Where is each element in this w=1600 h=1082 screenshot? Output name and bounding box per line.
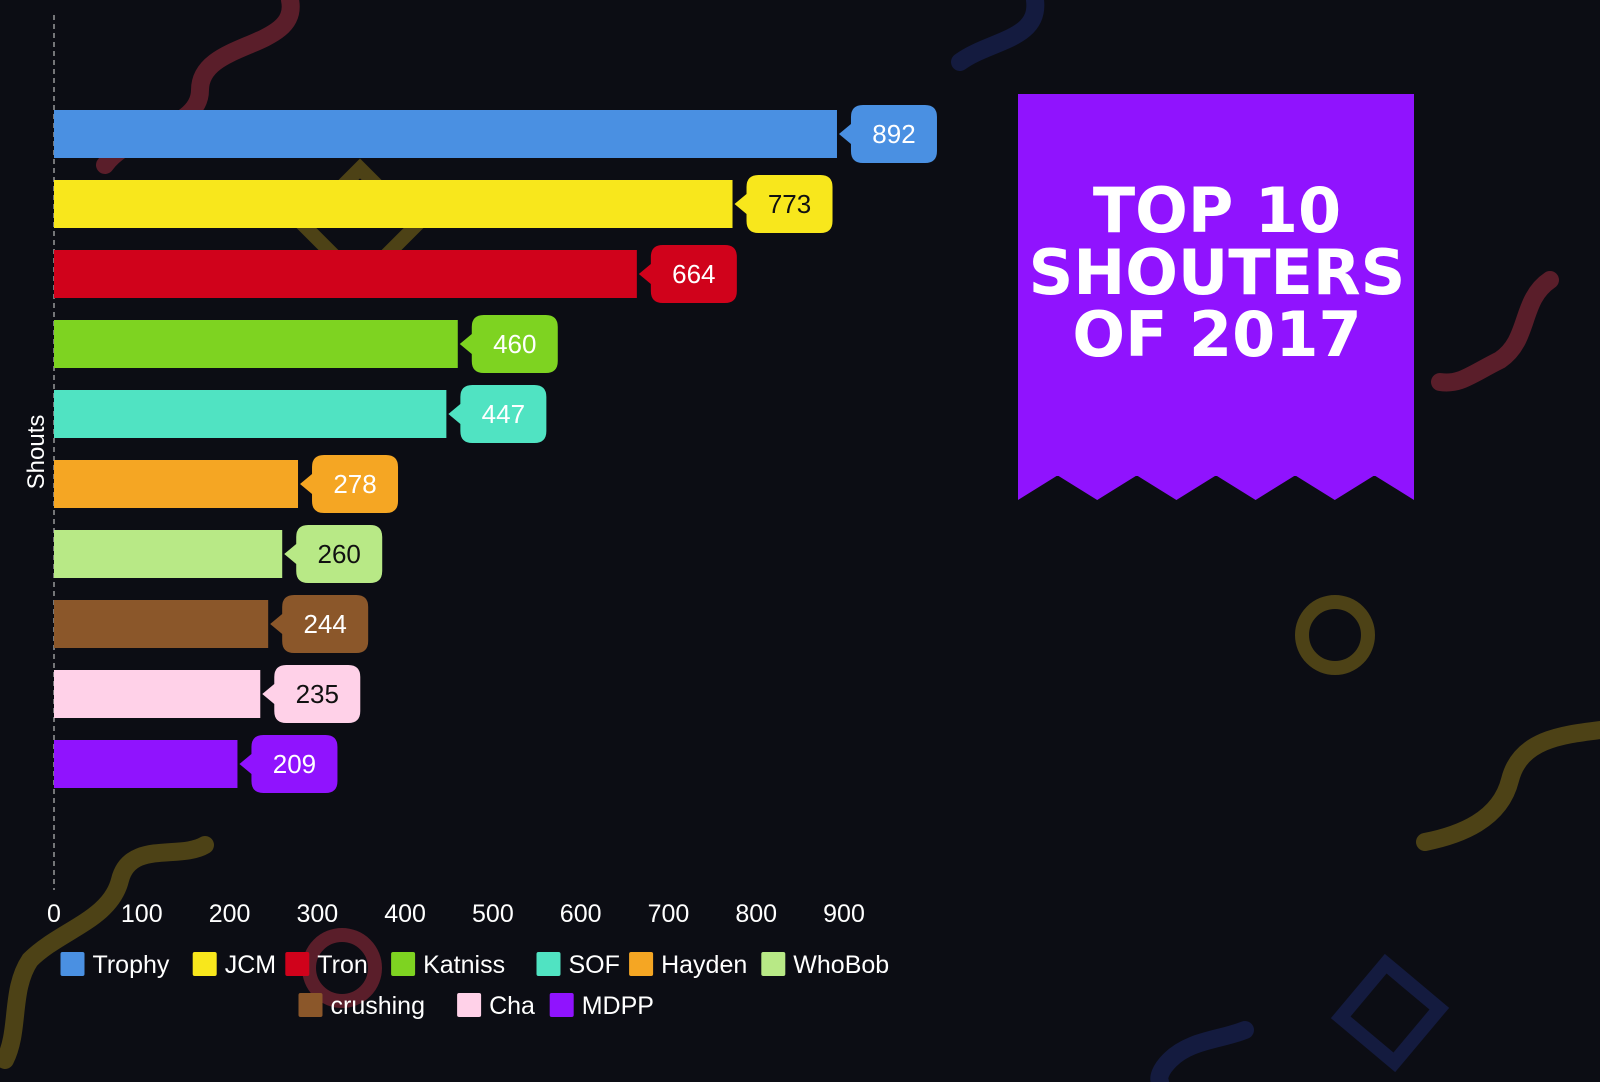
- legend-label-crushing: crushing: [331, 992, 426, 1020]
- bar-sof: [54, 390, 447, 438]
- value-label-tron: 664: [672, 259, 715, 289]
- value-callout-hayden: [300, 455, 399, 513]
- legend-swatch-katniss: [391, 952, 416, 976]
- value-callout-whobob: [284, 525, 383, 583]
- bar-katniss: [54, 320, 458, 368]
- x-tick-label: 200: [209, 900, 251, 928]
- y-axis-label: Shouts: [23, 415, 50, 490]
- value-callout-trophy: [838, 105, 937, 163]
- decoration-diamond: [1330, 953, 1450, 1073]
- value-callout-mdpp: [239, 735, 338, 793]
- legend-swatch-trophy: [60, 952, 85, 976]
- decoration-squiggle: [951, 0, 1045, 71]
- legend-label-katniss: Katniss: [423, 951, 505, 979]
- decoration-squiggle: [1416, 721, 1600, 851]
- value-label-trophy: 892: [872, 119, 915, 149]
- x-tick-labels: 0 100 200 300 400 500 600 700 800 900: [47, 900, 865, 928]
- legend-label-trophy: Trophy: [93, 951, 170, 979]
- x-tick-label: 700: [648, 900, 690, 928]
- legend-label-tron: Tron: [317, 951, 367, 979]
- value-label-whobob: 260: [318, 539, 361, 569]
- chart-title-line-1: TOP 10: [1093, 174, 1341, 247]
- bar-mdpp: [54, 740, 238, 788]
- x-tick-label: 100: [121, 900, 163, 928]
- chart-title-line-2: SHOUTERS: [1029, 236, 1406, 309]
- bar-tron: [54, 250, 637, 298]
- legend-swatch-tron: [285, 952, 310, 976]
- legend-label-mdpp: MDPP: [582, 992, 654, 1020]
- legend-label-cha: Cha: [489, 992, 535, 1020]
- value-label-hayden: 278: [333, 469, 376, 499]
- bar-cha: [54, 670, 261, 718]
- value-label-jcm: 773: [768, 189, 811, 219]
- x-tick-label: 800: [735, 900, 777, 928]
- legend-swatch-mdpp: [549, 993, 574, 1017]
- bar-hayden: [54, 460, 299, 508]
- bar-whobob: [54, 530, 283, 578]
- value-label-katniss: 460: [493, 329, 536, 359]
- legend-swatch-jcm: [192, 952, 217, 976]
- value-callout-tron: [638, 245, 737, 303]
- legend-label-jcm: JCM: [225, 951, 276, 979]
- x-tick-label: 500: [472, 900, 514, 928]
- bars-group: [54, 110, 837, 788]
- value-label-mdpp: 209: [273, 749, 316, 779]
- bar-crushing: [54, 600, 269, 648]
- value-labels-group: 892 773 664 460 447 278 260 244 235 209: [239, 105, 937, 793]
- legend-swatch-hayden: [629, 952, 654, 976]
- value-callout-cha: [262, 665, 361, 723]
- legend-swatch-crushing: [298, 993, 323, 1017]
- bar-trophy: [54, 110, 837, 158]
- value-callout-crushing: [270, 595, 369, 653]
- x-tick-label: 0: [47, 900, 61, 928]
- decoration-squiggle: [1431, 271, 1559, 392]
- x-tick-label: 400: [384, 900, 426, 928]
- x-tick-label: 900: [823, 900, 865, 928]
- legend: Trophy JCM Tron Katniss SOF Hayden WhoBob crush…: [60, 951, 889, 1020]
- bar-jcm: [54, 180, 733, 228]
- decoration-ring: [1295, 595, 1375, 675]
- x-tick-label: 600: [560, 900, 602, 928]
- legend-label-sof: SOF: [569, 951, 620, 979]
- value-label-sof: 447: [482, 399, 525, 429]
- legend-label-hayden: Hayden: [661, 951, 747, 979]
- value-label-crushing: 244: [303, 609, 346, 639]
- value-callout-jcm: [734, 175, 833, 233]
- chart-title-line-3: OF 2017: [1072, 298, 1361, 371]
- decoration-squiggle: [1150, 1021, 1254, 1082]
- legend-swatch-whobob: [761, 952, 786, 976]
- legend-swatch-sof: [536, 952, 561, 976]
- legend-swatch-cha: [457, 993, 482, 1017]
- banner-shape: [1018, 94, 1414, 500]
- value-label-cha: 235: [296, 679, 339, 709]
- legend-label-whobob: WhoBob: [793, 951, 889, 979]
- decoration-squiggle: [0, 836, 214, 1069]
- value-callout-katniss: [459, 315, 558, 373]
- value-callout-sof: [448, 385, 547, 443]
- title-banner: TOP 10 SHOUTERS OF 2017: [1018, 94, 1414, 500]
- x-tick-label: 300: [296, 900, 338, 928]
